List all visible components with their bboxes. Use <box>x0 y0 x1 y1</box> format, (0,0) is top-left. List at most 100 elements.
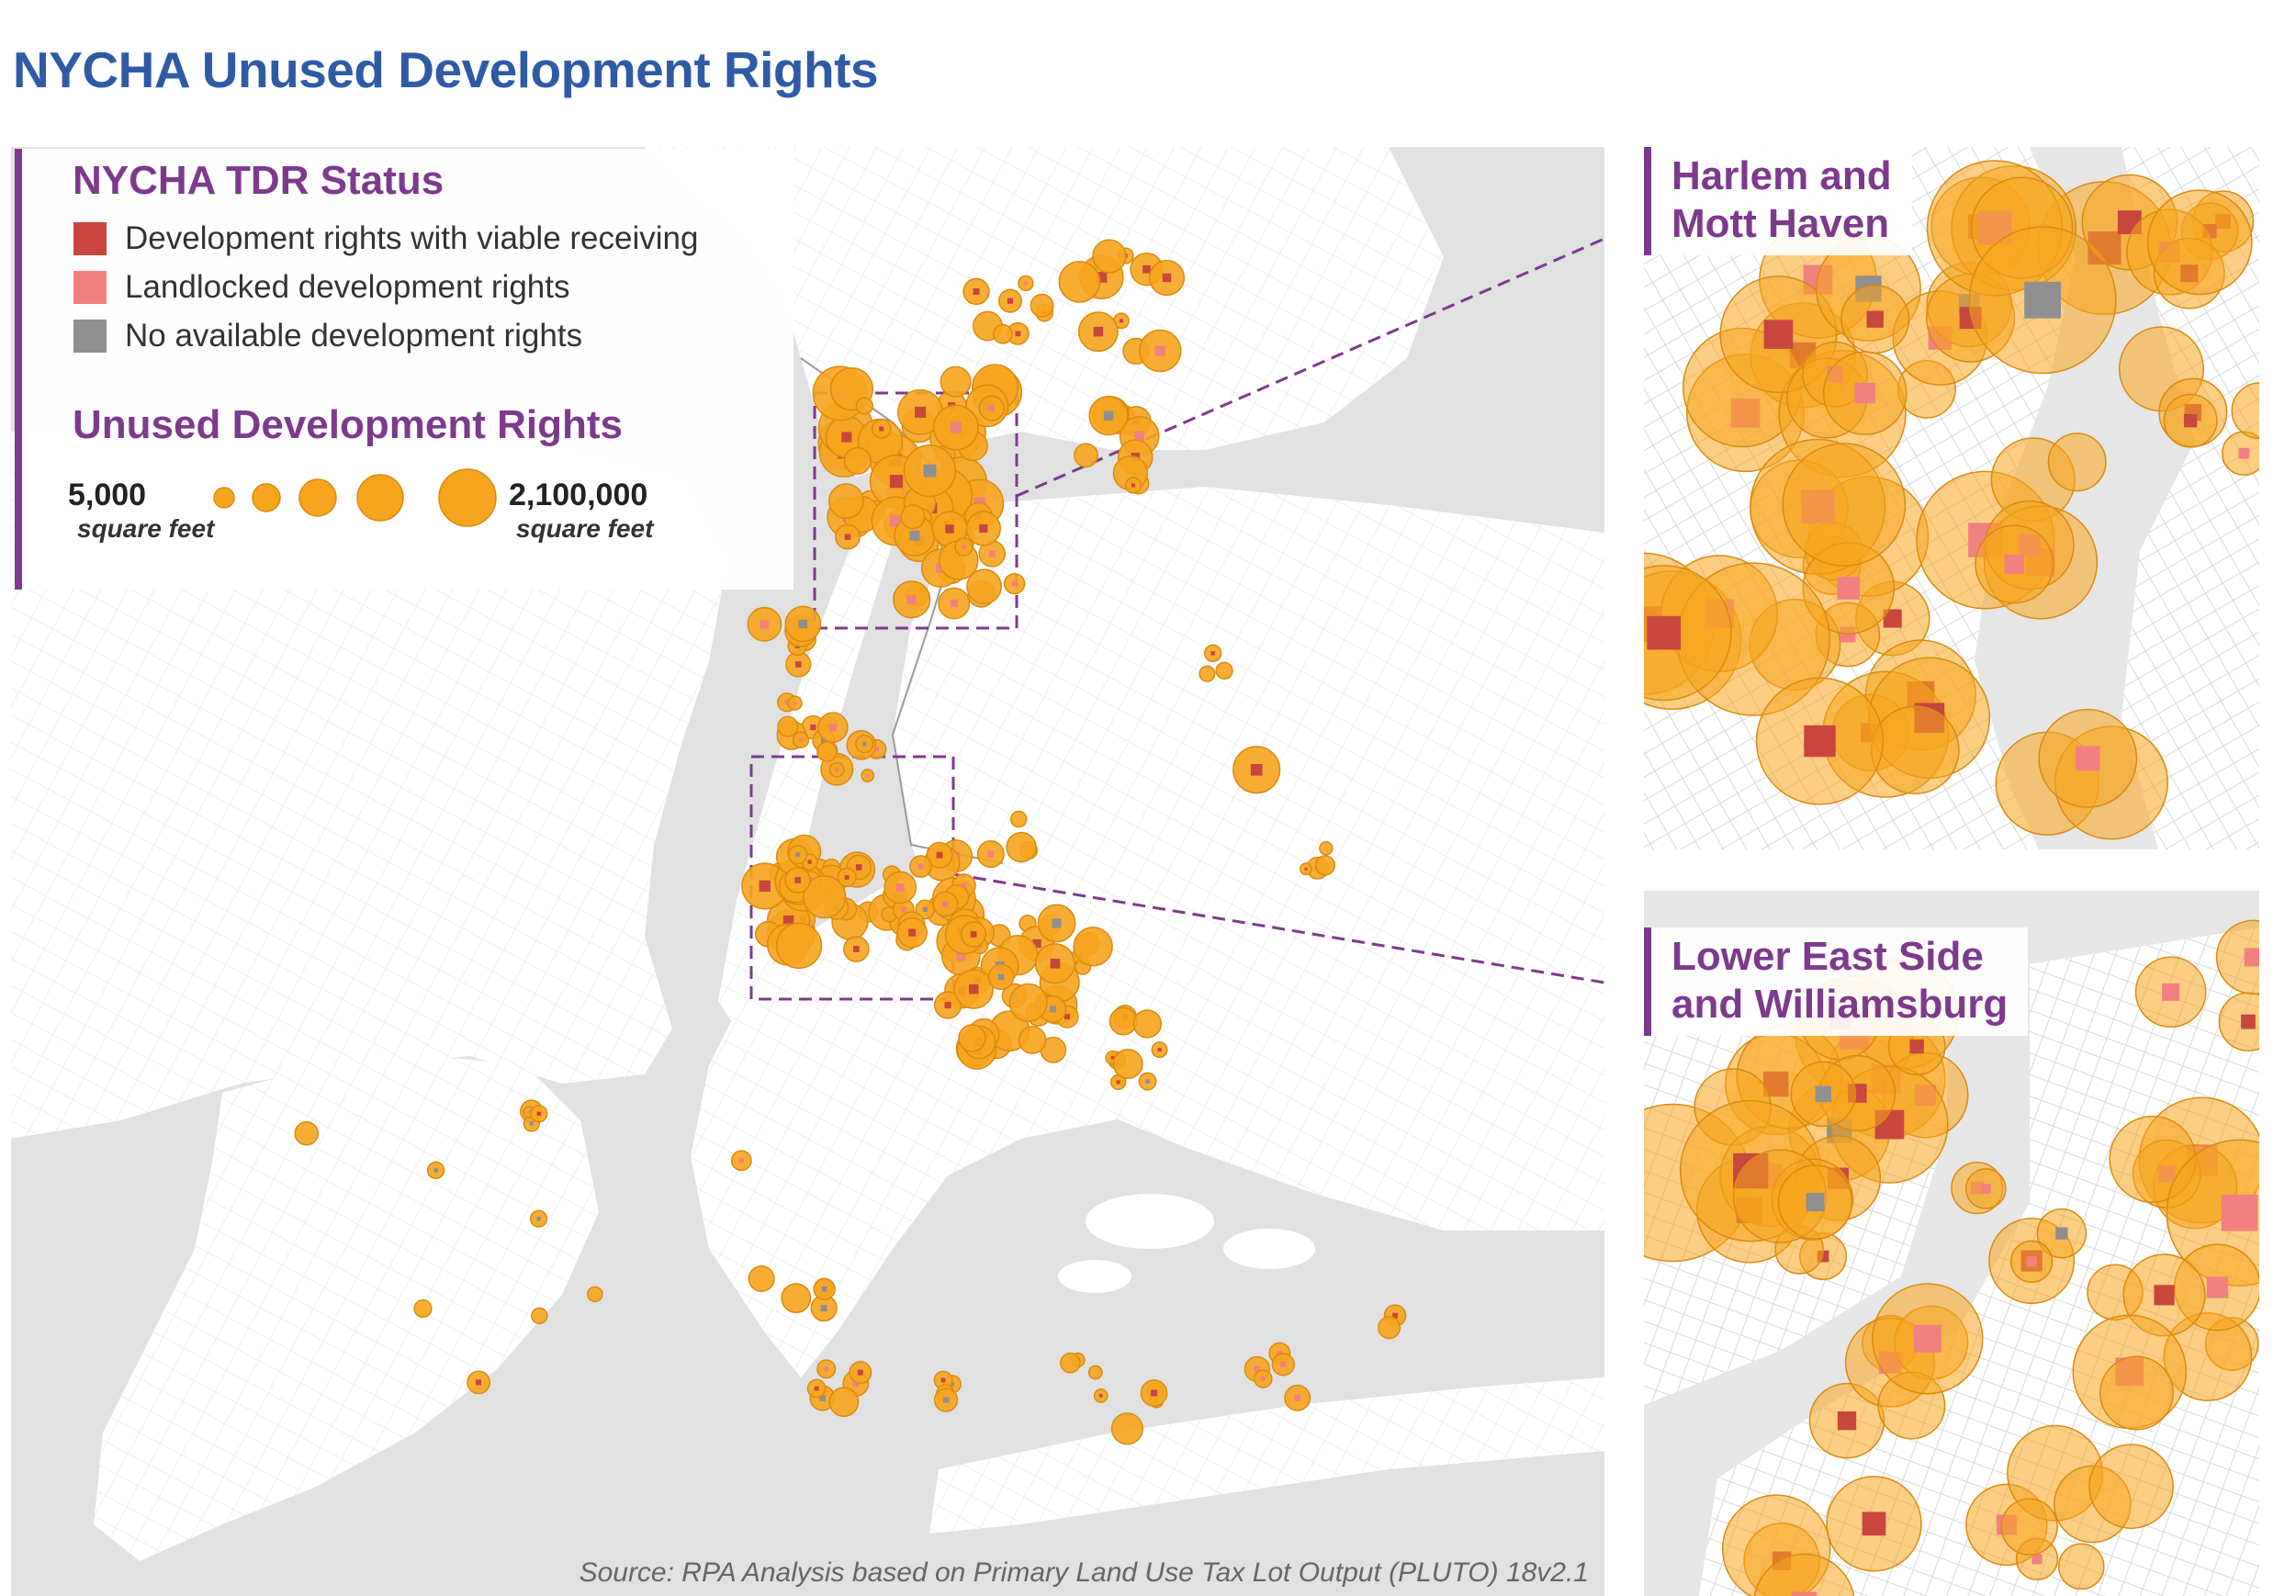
development-bubble <box>1314 855 1336 876</box>
development-bubble <box>2215 919 2259 995</box>
development-bubble <box>1018 1026 1047 1054</box>
development-bubble <box>1092 239 1127 274</box>
lot-marker <box>2154 1285 2175 1306</box>
lot-marker <box>889 475 904 489</box>
lot-marker <box>1015 331 1021 337</box>
development-bubble <box>2047 433 2107 492</box>
lot-marker <box>2241 1014 2256 1029</box>
lot-marker <box>945 524 954 534</box>
inset-label-line: Harlem and <box>1671 153 1892 198</box>
legend-item-viable: Development rights with viable receiving <box>73 220 698 257</box>
development-bubble <box>1073 927 1113 967</box>
size-min-value: 5,000 <box>68 478 147 512</box>
lot-marker <box>1023 281 1028 286</box>
size-max-unit: square feet <box>516 514 654 543</box>
lot-marker <box>2026 1256 2037 1267</box>
lot-marker <box>940 1377 946 1383</box>
lot-marker <box>759 880 771 893</box>
lot-marker <box>1804 725 1836 758</box>
lot-marker <box>1157 1048 1162 1052</box>
lot-marker <box>2206 1276 2229 1298</box>
lot-marker <box>1815 1085 1832 1103</box>
lot-marker <box>2183 414 2198 428</box>
legend-item-label: Landlocked development rights <box>125 269 570 305</box>
lot-marker <box>1980 1184 1991 1194</box>
lot-marker <box>1763 320 1794 349</box>
lot-marker <box>809 877 814 882</box>
lot-marker <box>536 1216 541 1221</box>
harlem-inset-map[interactable]: Harlem and Mott Haven <box>1644 147 2259 849</box>
lot-marker <box>844 534 851 540</box>
lot-marker <box>922 906 928 912</box>
lot-marker <box>2075 746 2100 771</box>
development-bubble <box>2057 1543 2105 1590</box>
les-inset-label: Lower East Side and Williamsburg <box>1644 927 2029 1036</box>
lot-marker <box>987 850 995 858</box>
lot-marker <box>798 737 804 742</box>
development-bubble <box>1060 1352 1081 1374</box>
development-bubble <box>413 1298 433 1319</box>
lot-marker <box>1294 1394 1301 1401</box>
lot-marker <box>1647 615 1682 650</box>
development-bubble <box>1087 1365 1103 1380</box>
inset-label-line: Lower East Side <box>1671 934 1984 979</box>
size-bubble-3 <box>298 478 337 517</box>
development-rights-bubbles <box>294 239 1407 1445</box>
legend-item-label: Development rights with viable receiving <box>125 220 699 256</box>
harlem-inset-label: Harlem and Mott Haven <box>1644 147 1912 255</box>
development-bubble <box>827 483 864 520</box>
development-bubble <box>1753 1553 1855 1596</box>
lot-marker <box>1866 310 1884 328</box>
development-bubble <box>1110 1412 1143 1445</box>
size-legend-bubbles <box>213 468 497 527</box>
development-bubble <box>781 1283 812 1314</box>
development-bubble <box>586 1286 603 1303</box>
size-bubble-5 <box>438 468 497 527</box>
development-bubble <box>1199 665 1216 682</box>
lot-marker <box>1049 1006 1056 1013</box>
lot-marker <box>2238 447 2250 459</box>
lot-marker <box>828 724 837 732</box>
lot-marker <box>2004 554 2024 574</box>
main-map[interactable] <box>11 147 1604 1596</box>
lot-marker <box>1883 609 1902 628</box>
development-bubble <box>1871 705 1960 794</box>
development-bubble <box>1378 1316 1401 1340</box>
lot-marker <box>824 1366 829 1372</box>
lot-marker <box>979 523 988 534</box>
development-bubble <box>2000 1498 2058 1556</box>
lot-marker <box>917 863 924 870</box>
lot-marker <box>2055 1227 2068 1240</box>
inset-label-line: Mott Haven <box>1671 201 1890 246</box>
lot-marker <box>529 1121 534 1126</box>
development-bubble <box>1109 1006 1138 1036</box>
development-bubble <box>855 397 873 415</box>
lot-marker <box>950 1381 955 1387</box>
lot-marker <box>1096 271 1108 283</box>
lot-marker <box>1854 382 1875 404</box>
lot-marker <box>879 426 884 432</box>
lot-marker <box>1837 577 1861 600</box>
lot-marker <box>1837 1411 1857 1431</box>
lot-marker <box>2244 948 2259 967</box>
development-bubble <box>1008 983 1048 1022</box>
development-bubble <box>2099 1355 2174 1431</box>
development-bubble <box>2146 189 2253 296</box>
lot-marker <box>997 973 1005 981</box>
les-williamsburg-inset-map[interactable]: Lower East Side and Williamsburg <box>1644 891 2259 1596</box>
lot-marker <box>852 1380 860 1387</box>
lot-marker <box>1110 1056 1115 1060</box>
map-canvas <box>11 147 1604 1561</box>
lot-marker <box>944 1001 951 1009</box>
lot-marker <box>1162 273 1172 283</box>
lot-marker <box>962 545 966 549</box>
lot-marker <box>1116 1080 1120 1085</box>
lot-marker <box>798 619 808 629</box>
development-bubble <box>900 504 926 530</box>
lot-marker <box>782 915 794 927</box>
lot-marker <box>784 700 790 705</box>
size-bubble-2 <box>252 483 281 512</box>
development-bubble <box>958 1024 986 1052</box>
lot-marker <box>536 1111 542 1117</box>
lot-marker <box>973 287 980 295</box>
